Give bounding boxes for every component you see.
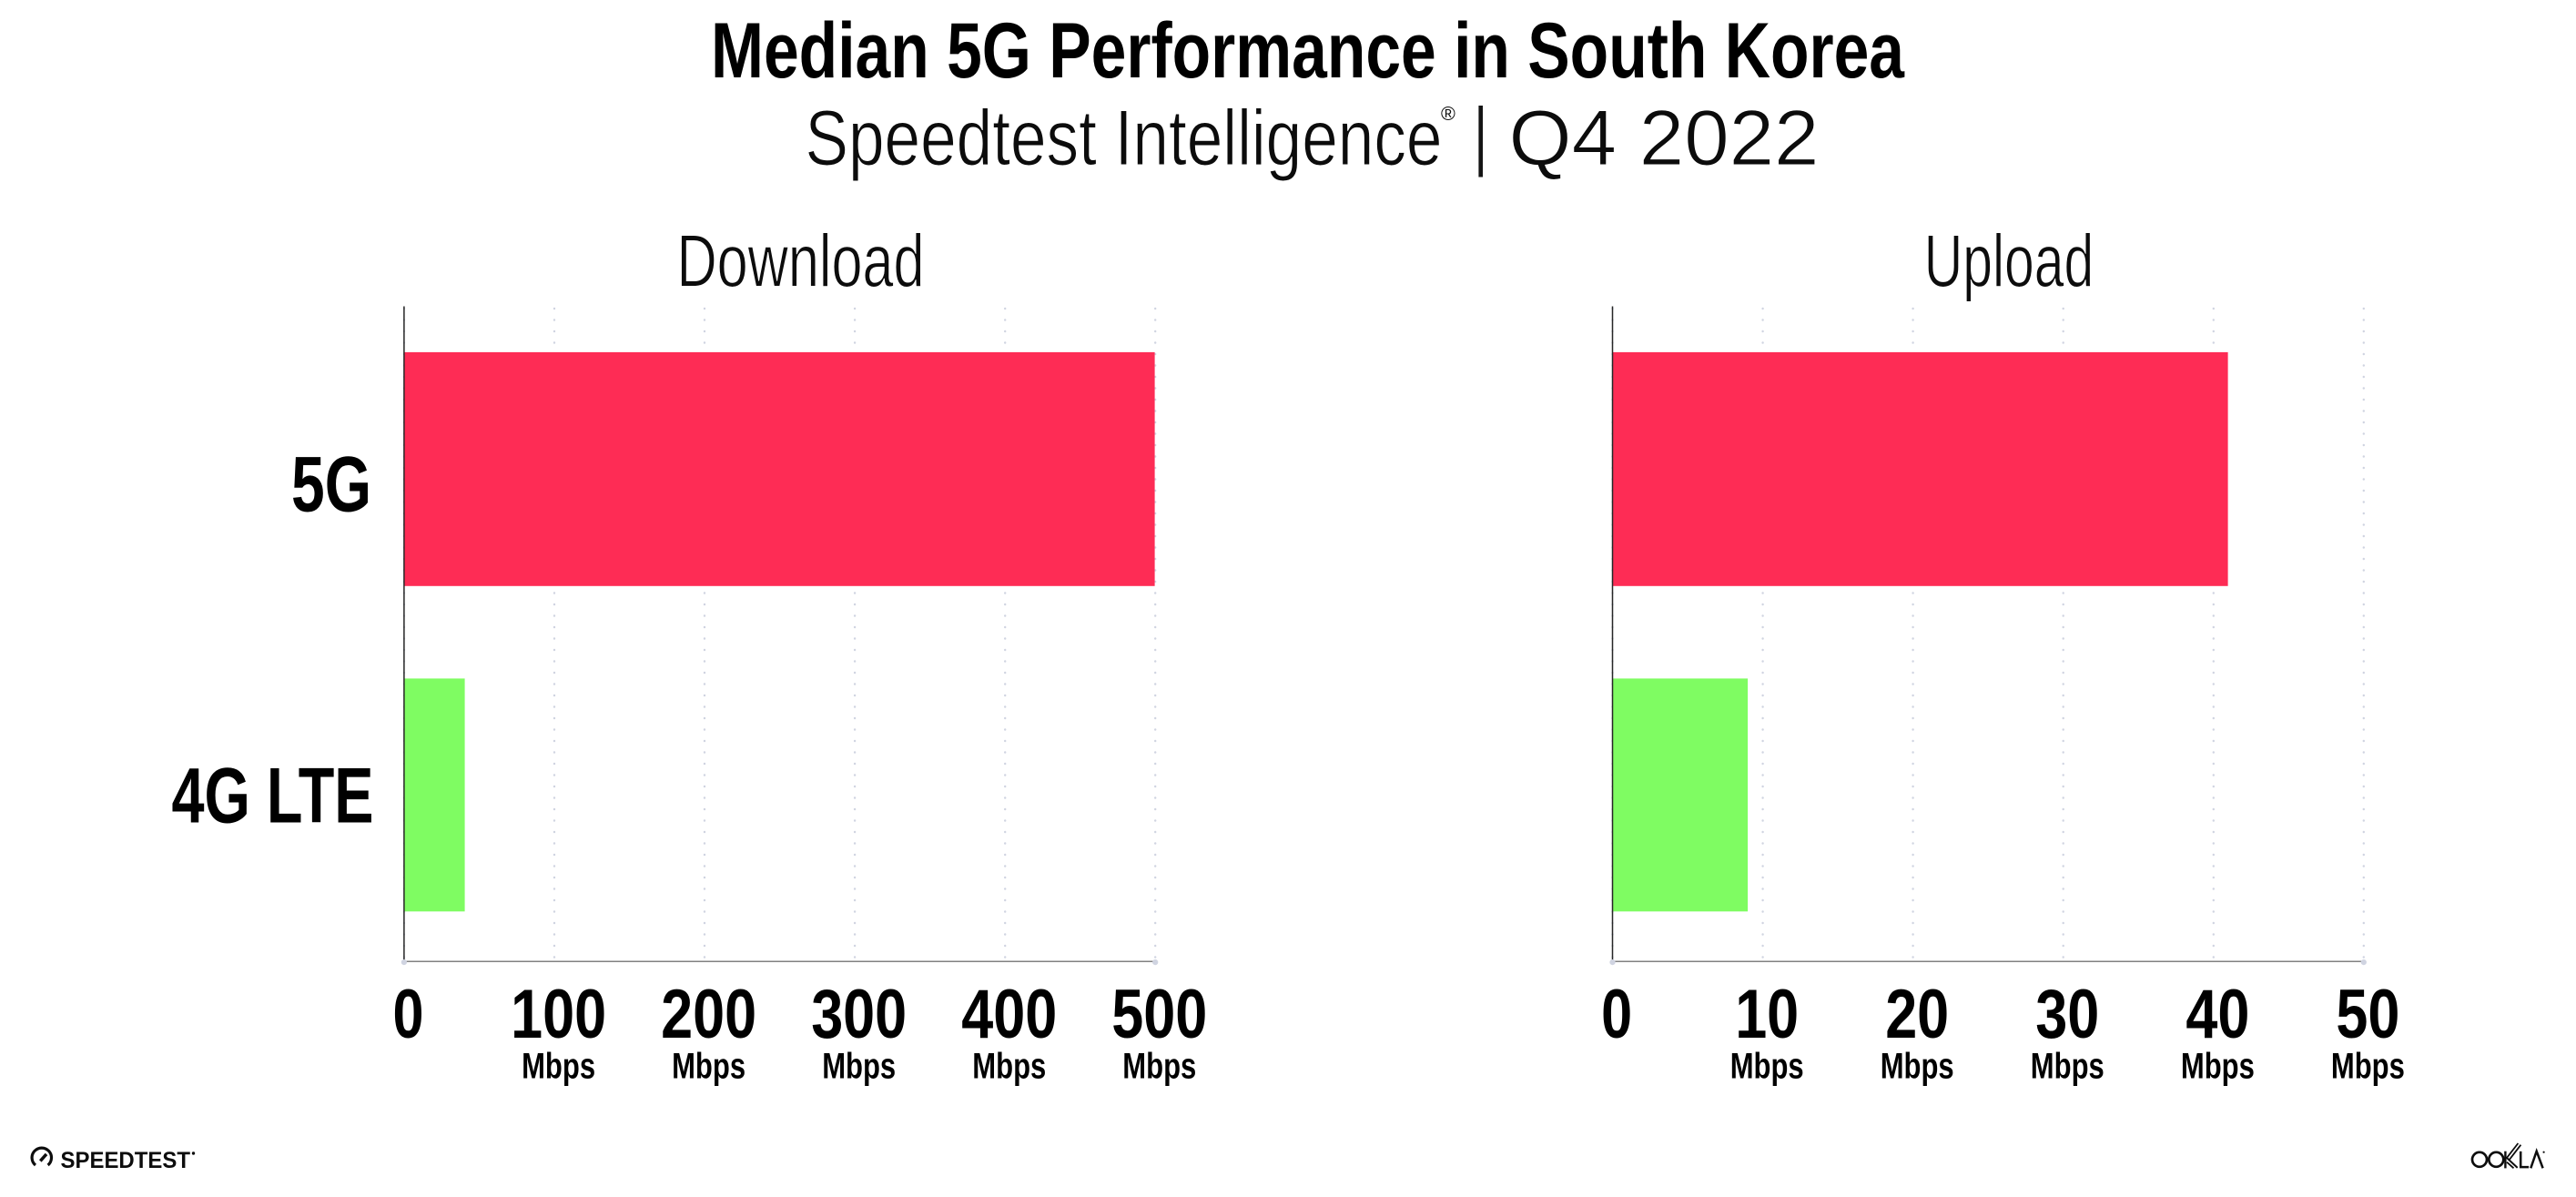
svg-text:Mbps: Mbps xyxy=(2331,1047,2405,1087)
svg-text:300: 300 xyxy=(811,976,907,1053)
svg-text:Median 5G Performance in South: Median 5G Performance in South Korea xyxy=(711,7,1905,95)
svg-text:10: 10 xyxy=(1735,976,1799,1053)
svg-text:Mbps: Mbps xyxy=(522,1047,595,1087)
svg-text:Mbps: Mbps xyxy=(972,1047,1046,1087)
svg-text:50: 50 xyxy=(2336,976,2399,1053)
svg-text:Mbps: Mbps xyxy=(1881,1047,1954,1087)
svg-text:0: 0 xyxy=(393,976,424,1053)
svg-text:Mbps: Mbps xyxy=(672,1047,745,1087)
svg-text:0: 0 xyxy=(1601,976,1632,1053)
svg-text:Q4 2022: Q4 2022 xyxy=(1509,95,1820,182)
svg-text:20: 20 xyxy=(1885,976,1949,1053)
svg-text:40: 40 xyxy=(2186,976,2249,1053)
svg-text:200: 200 xyxy=(661,976,756,1053)
svg-text:4G LTE: 4G LTE xyxy=(172,753,374,840)
svg-text:5G: 5G xyxy=(291,441,371,528)
svg-text:Upload: Upload xyxy=(1924,219,2094,302)
svg-text:100: 100 xyxy=(511,976,606,1053)
svg-text:Mbps: Mbps xyxy=(822,1047,896,1087)
svg-text:SPEEDTEST: SPEEDTEST xyxy=(61,1148,191,1173)
svg-text:Download: Download xyxy=(677,219,925,302)
svg-text:Mbps: Mbps xyxy=(1122,1047,1196,1087)
svg-text:30: 30 xyxy=(2035,976,2099,1053)
svg-text:Mbps: Mbps xyxy=(2181,1047,2255,1087)
svg-text:Speedtest Intelligence: Speedtest Intelligence xyxy=(806,95,1443,182)
svg-text:Mbps: Mbps xyxy=(1730,1047,1804,1087)
svg-text:Mbps: Mbps xyxy=(2031,1047,2104,1087)
svg-text:400: 400 xyxy=(961,976,1057,1053)
svg-text:®: ® xyxy=(1441,103,1455,125)
svg-text:500: 500 xyxy=(1111,976,1207,1053)
